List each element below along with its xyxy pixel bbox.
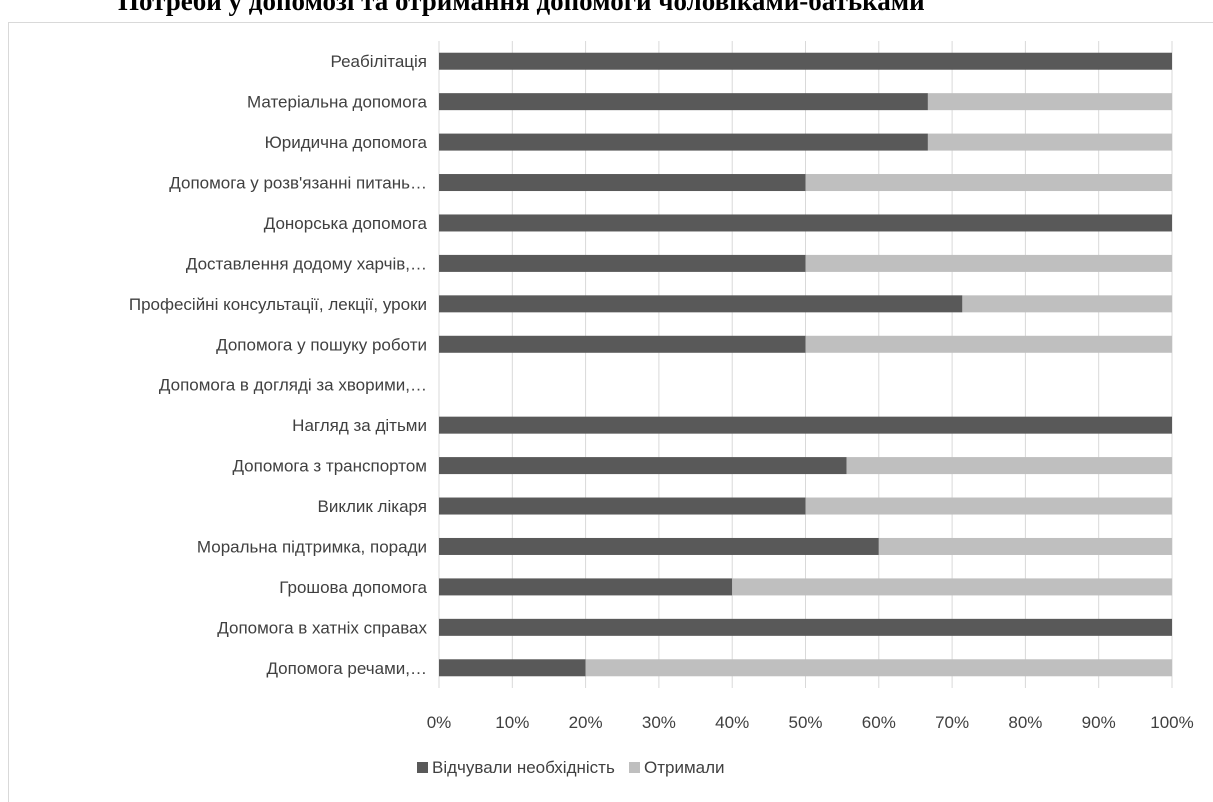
x-tick-label: 30% (642, 713, 676, 732)
page-title: Потреби у допомозі та отримання допомоги… (118, 0, 925, 16)
bar-needed (439, 214, 1172, 232)
bar-needed (439, 295, 963, 313)
x-tick-label: 20% (569, 713, 603, 732)
bar-received (805, 254, 1172, 272)
bar-needed (439, 254, 806, 272)
category-label: Юридична допомога (265, 133, 428, 152)
bar-received (585, 659, 1172, 677)
category-label: Реабілітація (331, 52, 427, 71)
bar-received (732, 578, 1172, 596)
category-label: Доставлення додому харчів,… (186, 254, 427, 273)
x-tick-label: 80% (1008, 713, 1042, 732)
x-tick-label: 0% (427, 713, 452, 732)
x-tick-labels: 0% 10% 20% 30% 40% 50% 60% 70% 80% 90% 100% (427, 713, 1194, 732)
category-label: Допомога у розв'язанні питань… (169, 174, 427, 193)
bar-needed (439, 618, 1172, 636)
bar-needed (439, 578, 733, 596)
bar-needed (439, 416, 1172, 434)
bar-received (878, 537, 1172, 555)
x-tick-label: 90% (1082, 713, 1116, 732)
bar-needed (439, 659, 586, 677)
x-tick-label: 100% (1150, 713, 1193, 732)
x-tick-label: 50% (788, 713, 822, 732)
bars (439, 52, 1172, 677)
category-label: Допомога у пошуку роботи (216, 335, 427, 354)
category-label: Допомога речами,… (266, 659, 427, 678)
legend-swatch (629, 762, 640, 773)
legend-label: Відчували необхідність (432, 758, 615, 777)
bar-needed (439, 457, 847, 475)
legend: Відчували необхідність Отримали (417, 758, 725, 777)
bar-received (962, 295, 1172, 313)
bar-needed (439, 497, 806, 515)
bar-received (927, 93, 1172, 111)
category-label: Допомога з транспортом (232, 457, 427, 476)
category-label: Грошова допомога (279, 578, 427, 597)
category-label: Виклик лікаря (318, 497, 427, 516)
category-label: Моральна підтримка, поради (197, 537, 427, 556)
bar-needed (439, 93, 928, 111)
bar-received (805, 174, 1172, 192)
legend-label: Отримали (644, 758, 725, 777)
category-labels: Реабілітація Матеріальна допомога Юридична… (129, 52, 428, 678)
chart-frame: Реабілітація Матеріальна допомога Юридична… (8, 22, 1213, 802)
bar-needed (439, 133, 928, 151)
x-tick-label: 60% (862, 713, 896, 732)
category-label: Допомога в хатніх справах (217, 618, 427, 637)
bar-received (805, 497, 1172, 515)
bar-received (927, 133, 1172, 151)
bar-received (805, 335, 1172, 353)
bar-chart: Реабілітація Матеріальна допомога Юридична… (129, 41, 1194, 777)
category-label: Професійні консультації, лекції, уроки (129, 295, 427, 314)
category-label: Допомога в догляді за хворими,… (159, 376, 427, 395)
x-tick-label: 40% (715, 713, 749, 732)
category-label: Нагляд за дітьми (292, 416, 427, 435)
bar-received (846, 457, 1172, 475)
bar-needed (439, 174, 806, 192)
legend-swatch (417, 762, 428, 773)
category-label: Матеріальна допомога (247, 93, 428, 112)
bar-needed (439, 537, 879, 555)
x-tick-label: 10% (495, 713, 529, 732)
category-label: Донорська допомога (264, 214, 428, 233)
bar-needed (439, 335, 806, 353)
bar-needed (439, 52, 1172, 70)
x-tick-label: 70% (935, 713, 969, 732)
